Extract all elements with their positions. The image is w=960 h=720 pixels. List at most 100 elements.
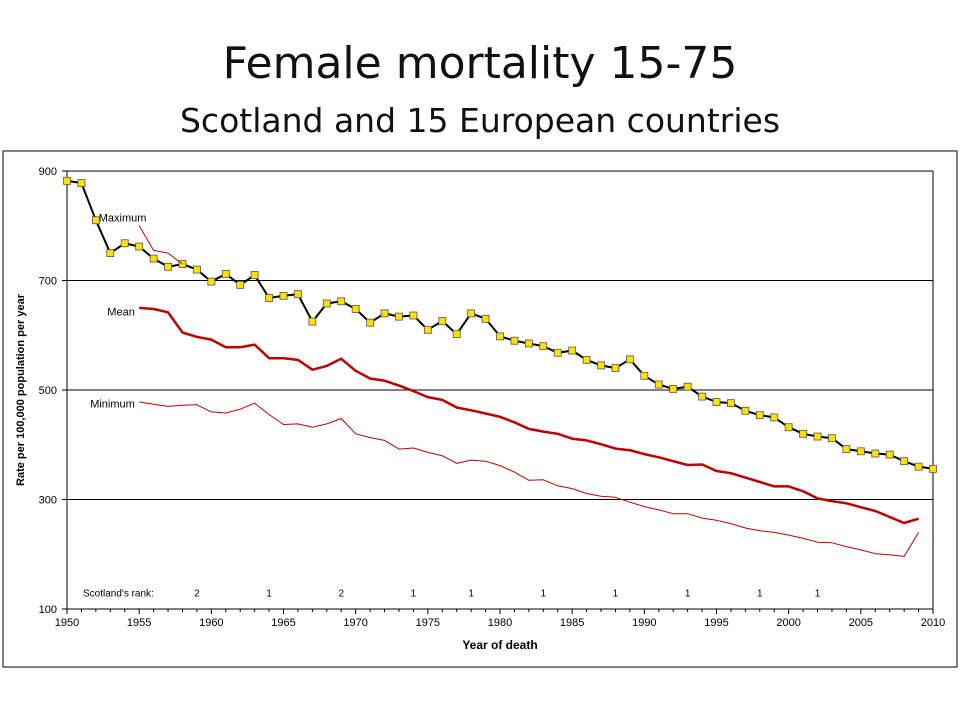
data-point-scotland	[770, 413, 779, 422]
data-point-scotland	[279, 291, 288, 300]
data-point-scotland	[438, 317, 447, 325]
series-line-maximum	[138, 225, 183, 265]
data-point-scotland	[467, 309, 476, 318]
data-point-scotland	[856, 447, 865, 456]
y-tick-label-900: 900	[39, 166, 57, 178]
data-point-scotland	[265, 294, 273, 302]
rank-value: 1	[541, 589, 547, 600]
data-point-scotland	[755, 411, 764, 420]
data-point-scotland	[322, 299, 331, 308]
series-label-mean: Mean	[107, 307, 135, 319]
data-point-scotland	[553, 348, 562, 357]
data-point-scotland	[871, 449, 880, 458]
rank-value: 2	[338, 589, 344, 600]
x-tick-label-1985: 1985	[560, 617, 584, 629]
mortality-chart: 1950 1955 1960 1965 1970 1975 1980 1985 1990 1995…	[2, 150, 958, 668]
axes	[62, 170, 934, 614]
data-point-scotland	[510, 336, 519, 345]
y-tick-label-300: 300	[39, 495, 57, 507]
data-point-scotland	[106, 249, 115, 258]
rank-value: 2	[194, 589, 200, 600]
rank-value: 1	[685, 589, 691, 600]
data-point-scotland	[727, 399, 735, 408]
data-point-scotland	[221, 270, 230, 278]
rank-value: 1	[757, 589, 763, 600]
data-point-scotland	[135, 242, 144, 251]
series-line-minimum	[139, 401, 920, 557]
data-point-scotland	[351, 305, 360, 313]
data-point-scotland	[828, 434, 836, 443]
data-point-scotland	[423, 325, 432, 334]
data-point-scotland	[654, 380, 663, 389]
x-tick-label-2010: 2010	[921, 617, 945, 629]
series-label-minimum: Minimum	[90, 399, 135, 411]
data-point-scotland	[813, 432, 822, 441]
y-axis-label: Rate per 100,000 population per year	[15, 293, 27, 486]
series-line-mean	[139, 306, 919, 525]
data-point-scotland	[337, 297, 346, 306]
x-axis-label: Year of death	[462, 638, 537, 652]
data-point-scotland	[683, 382, 692, 391]
annotations: Maximum Mean Minimum Scotland's rank: 2 1 2 1 1 1…	[83, 213, 821, 600]
data-point-scotland	[568, 346, 577, 355]
series-layer	[63, 176, 937, 557]
data-point-scotland	[294, 290, 302, 299]
x-tick-label-1965: 1965	[271, 617, 295, 629]
x-tick-labels: 1950 1955 1960 1965 1970 1975 1980 1985 1990 1995…	[55, 617, 945, 629]
x-tick-label-1980: 1980	[488, 617, 512, 629]
data-point-scotland	[91, 216, 100, 225]
rank-value: 1	[613, 589, 619, 600]
data-point-scotland	[366, 318, 375, 327]
data-point-scotland	[481, 314, 490, 323]
slide-subtitle: Scotland and 15 European countries	[179, 101, 781, 140]
rank-label: Scotland's rank:	[83, 589, 154, 600]
chart-border	[2, 150, 958, 668]
slide-title: Female mortality 15-75	[222, 38, 738, 89]
data-point-scotland	[611, 364, 620, 373]
data-point-scotland	[712, 398, 721, 406]
data-point-scotland	[669, 385, 678, 393]
data-point-scotland	[539, 342, 548, 351]
data-point-scotland	[885, 450, 894, 459]
x-tick-label-2005: 2005	[849, 617, 873, 629]
x-tick-label-1975: 1975	[416, 617, 440, 629]
data-point-scotland	[207, 277, 216, 286]
series-label-maximum: Maximum	[99, 213, 147, 225]
rank-value: 1	[815, 589, 821, 600]
x-tick-label-1990: 1990	[632, 617, 656, 629]
data-point-scotland	[582, 355, 591, 364]
data-point-scotland	[77, 179, 86, 187]
data-point-scotland	[929, 464, 937, 473]
x-tick-label-1950: 1950	[55, 617, 79, 629]
data-point-scotland	[409, 311, 418, 320]
data-point-scotland	[496, 332, 504, 341]
data-point-scotland	[236, 280, 245, 289]
data-point-scotland	[192, 265, 201, 274]
x-tick-label-1955: 1955	[127, 617, 151, 629]
data-point-scotland	[452, 330, 461, 339]
rank-value: 1	[266, 589, 272, 600]
data-point-scotland	[784, 423, 793, 432]
data-point-scotland	[63, 176, 71, 185]
data-point-scotland	[120, 239, 129, 248]
data-point-scotland	[250, 271, 259, 279]
data-point-scotland	[524, 339, 533, 348]
x-tick-label-2000: 2000	[776, 617, 800, 629]
data-point-scotland	[900, 457, 909, 466]
data-point-scotland	[799, 429, 807, 438]
data-point-scotland	[308, 317, 317, 326]
data-point-scotland	[640, 371, 649, 380]
x-tick-label-1995: 1995	[704, 617, 728, 629]
rank-value: 1	[411, 589, 417, 600]
data-point-scotland	[597, 361, 605, 370]
rank-value: 1	[468, 589, 474, 600]
data-point-scotland	[698, 392, 706, 401]
data-point-scotland	[380, 309, 389, 318]
y-tick-label-700: 700	[39, 276, 57, 288]
data-point-scotland	[914, 462, 923, 471]
x-tick-label-1960: 1960	[199, 617, 223, 629]
data-point-scotland	[149, 254, 158, 263]
y-tick-label-100: 100	[39, 604, 57, 616]
y-tick-label-500: 500	[39, 385, 57, 397]
data-point-scotland	[164, 262, 172, 271]
